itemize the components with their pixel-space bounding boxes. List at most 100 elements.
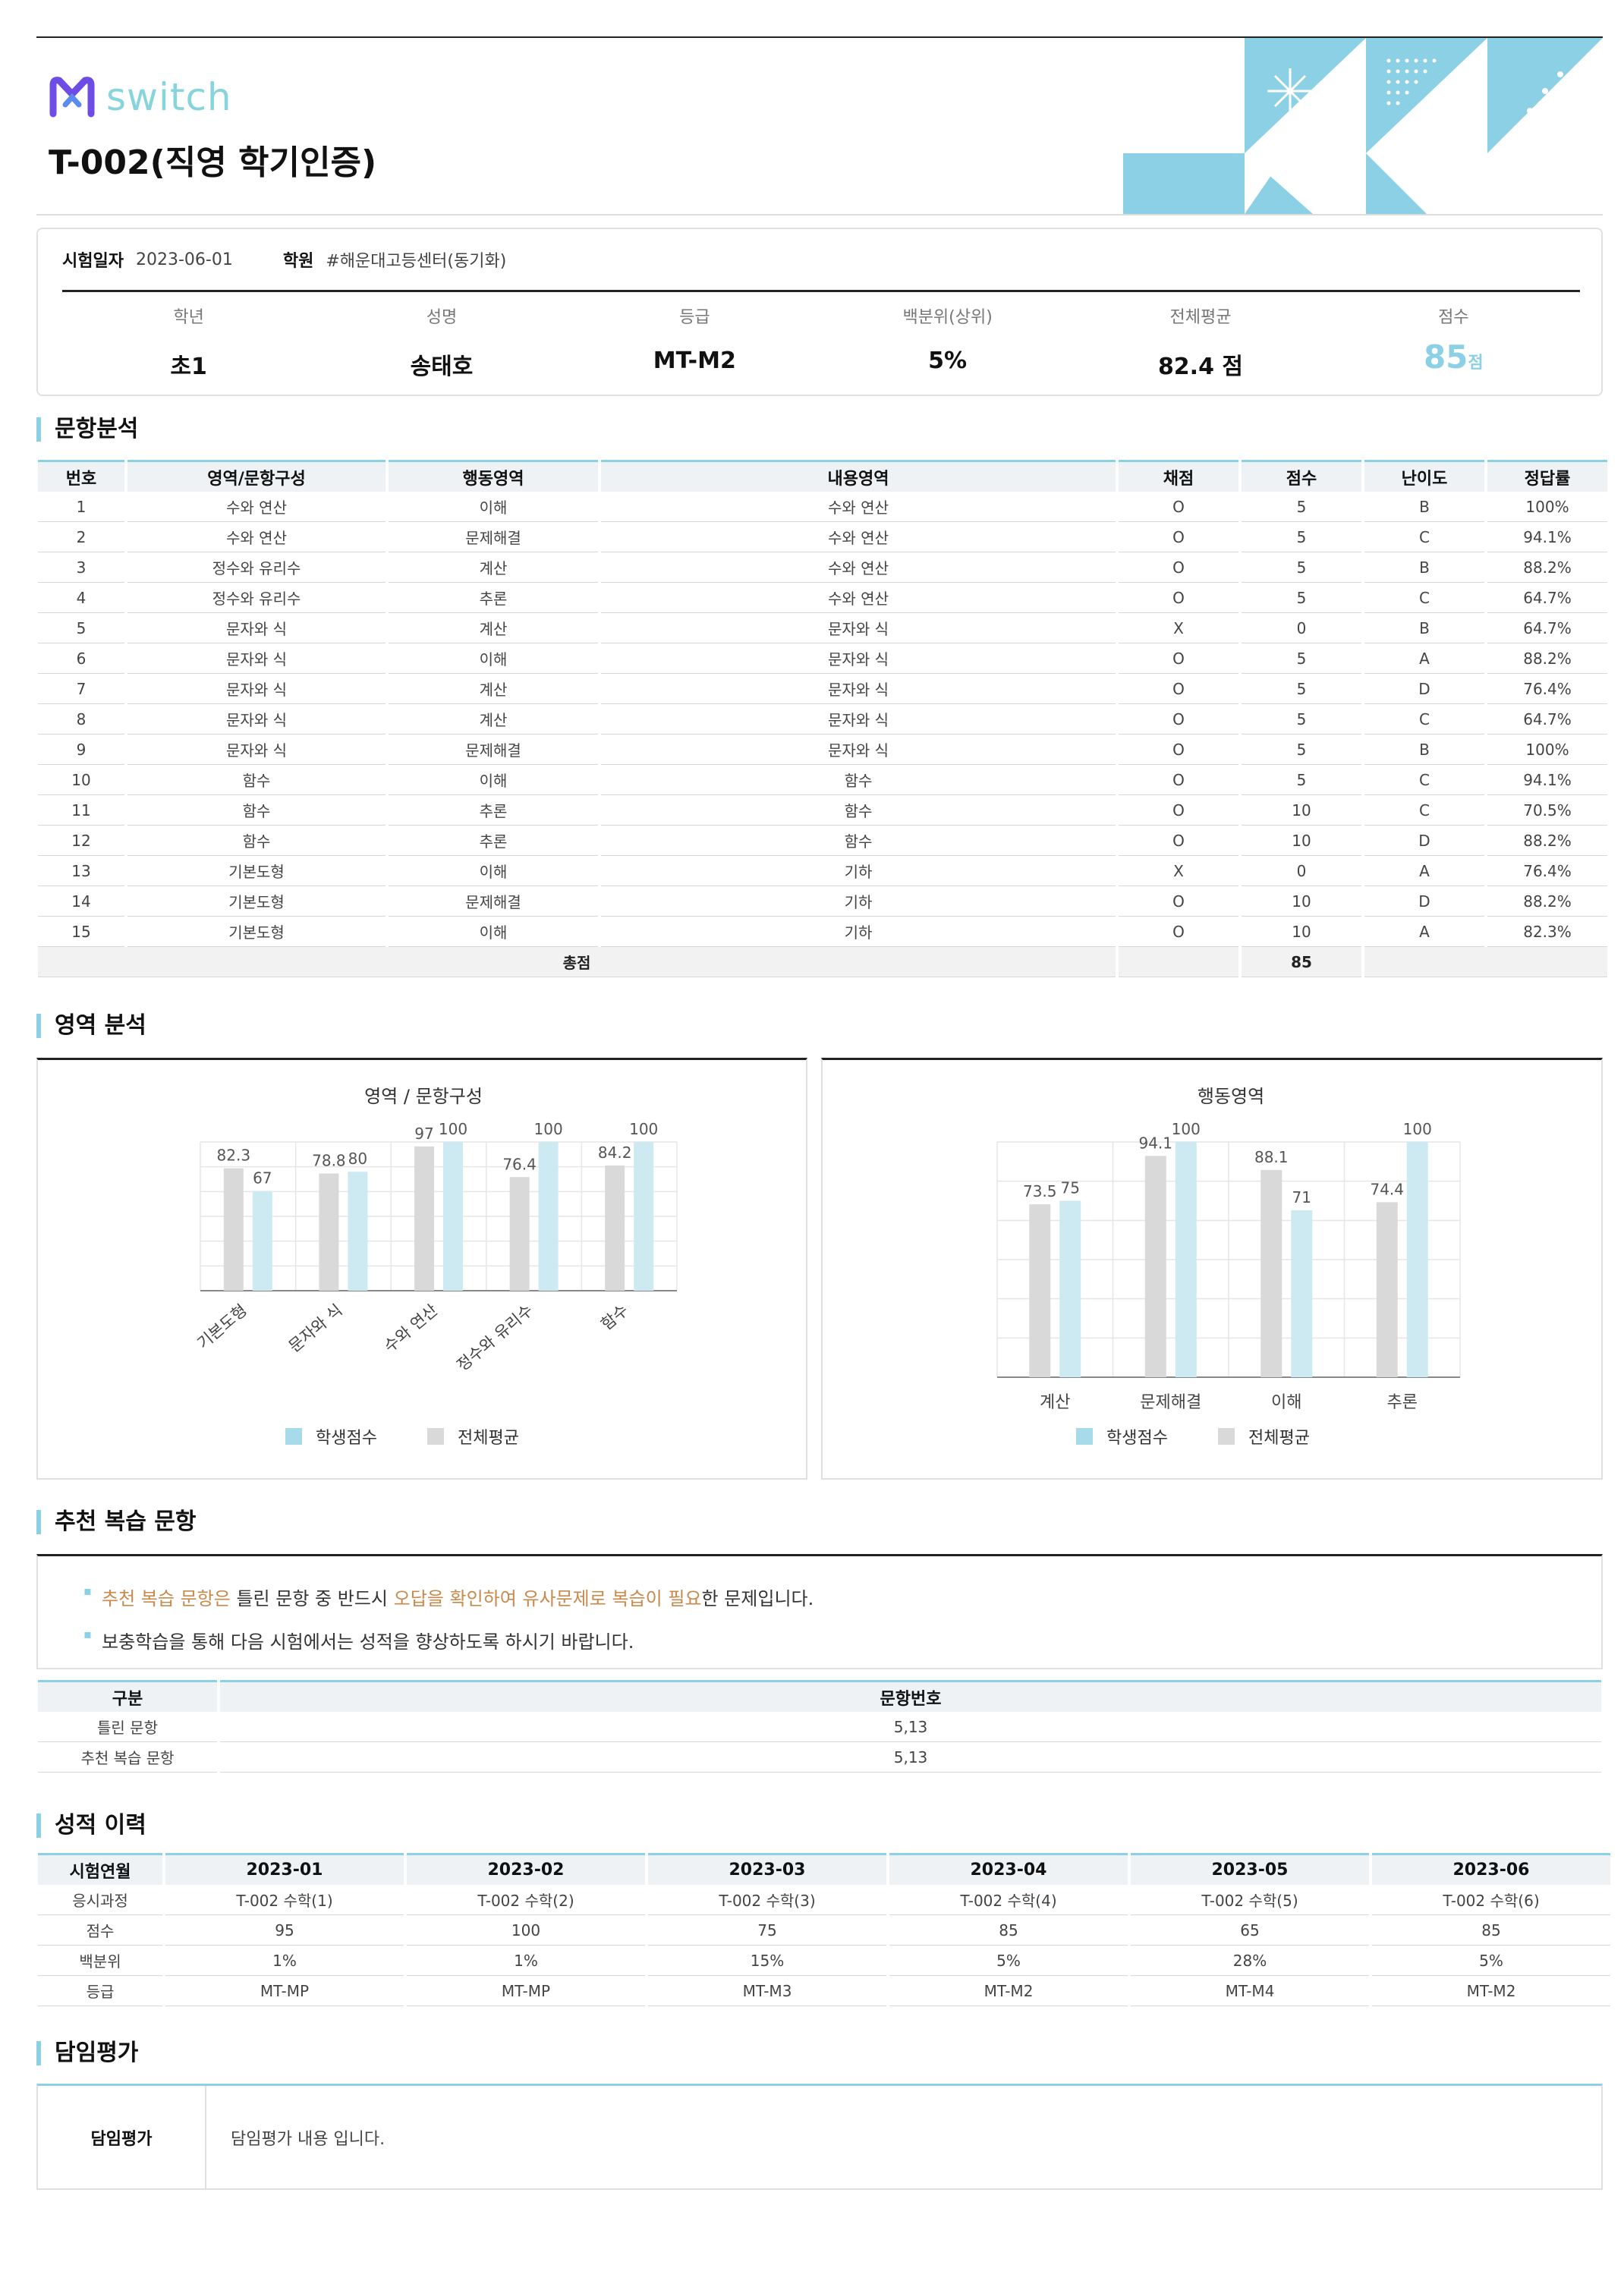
table-cell: O — [1119, 552, 1238, 583]
area-bar-chart: 영역 / 문항구성 82.367 기본도형 78.8 80 문자와 식 97 100 수와 연산… — [194, 1086, 678, 1375]
summary-label: 전체평균 — [1169, 308, 1232, 327]
col-header: 내용영역 — [601, 460, 1116, 492]
bar-value-label: 80 — [348, 1150, 367, 1168]
table-cell: 5 — [1242, 552, 1361, 583]
table-row: 틀린 문항 5,13 — [38, 1712, 1601, 1742]
table-cell: 수와 연산 — [601, 552, 1116, 583]
table-cell: 문제해결 — [389, 522, 598, 552]
table-cell: 응시과정 — [38, 1885, 162, 1915]
bar-value-label: 100 — [1403, 1120, 1432, 1138]
table-cell: O — [1119, 704, 1238, 735]
table-cell: 64.7% — [1487, 583, 1607, 613]
table-cell: T-002 수학(1) — [165, 1885, 404, 1915]
col-header: 구분 — [38, 1680, 217, 1712]
table-cell: 10 — [1242, 826, 1361, 856]
summary-value: 5% — [928, 348, 968, 374]
summary-average: 전체평균 82.4 점 — [1074, 304, 1327, 381]
legend-average: 전체평균 — [426, 1424, 519, 1449]
bar-value-label: 82.3 — [217, 1147, 251, 1165]
bar-value-label: 78.8 — [312, 1152, 346, 1170]
col-header: 2023-05 — [1131, 1853, 1369, 1885]
x-tick-label: 문제해결 — [1140, 1393, 1201, 1412]
table-cell: 기하 — [601, 856, 1116, 886]
info-divider — [62, 290, 1580, 292]
bar-value-label: 73.5 — [1023, 1182, 1057, 1200]
exam-date-value: 2023-06-01 — [135, 250, 233, 269]
col-header: 2023-02 — [407, 1853, 645, 1885]
bar — [1175, 1142, 1197, 1377]
table-cell: D — [1364, 674, 1484, 704]
table-cell: 5 — [1242, 765, 1361, 795]
col-header: 난이도 — [1364, 460, 1484, 492]
table-row: 등급 MT-MP MT-MP MT-M3 MT-M2 MT-M4 MT-M2 — [38, 1976, 1610, 2006]
legend-swatch-student — [1076, 1428, 1093, 1445]
table-cell: 계산 — [389, 674, 598, 704]
summary-label: 점수 — [1438, 308, 1469, 327]
table-cell: C — [1364, 795, 1484, 826]
total-label: 총점 — [38, 947, 1116, 977]
table-row: 12 함수 추론 함수 O 10 D 88.2% — [38, 826, 1607, 856]
switch-logo-icon — [49, 77, 95, 118]
bar-value-label: 100 — [629, 1120, 658, 1138]
col-header: 행동영역 — [389, 460, 598, 492]
legend-student: 학생점수 — [1076, 1424, 1168, 1449]
table-cell: 함수 — [127, 795, 386, 826]
table-cell: C — [1364, 704, 1484, 735]
table-row: 점수 95 100 75 85 65 85 — [38, 1915, 1610, 1946]
bar — [223, 1168, 244, 1291]
table-cell: 계산 — [389, 552, 598, 583]
table-cell: 5 — [38, 613, 124, 643]
table-cell: 13 — [38, 856, 124, 886]
table-cell: 문자와 식 — [127, 674, 386, 704]
summary-percentile: 백분위(상위) 5% — [821, 304, 1074, 381]
bar-value-label: 100 — [439, 1120, 467, 1138]
summary-label: 성명 — [426, 308, 458, 327]
bar-value-label: 84.2 — [598, 1144, 632, 1162]
teacher-comment-label: 담임평가 — [38, 2086, 206, 2188]
summary-value: 82.4 점 — [1157, 354, 1244, 380]
table-cell: 2 — [38, 522, 124, 552]
table-cell: 6 — [38, 643, 124, 674]
table-row: 14 기본도형 문제해결 기하 O 10 D 88.2% — [38, 886, 1607, 917]
table-cell: 정수와 유리수 — [127, 552, 386, 583]
bar-value-label: 100 — [1172, 1120, 1201, 1138]
table-cell: 88.2% — [1487, 552, 1607, 583]
table-cell: 함수 — [127, 826, 386, 856]
table-row: 백분위 1% 1% 15% 5% 28% 5% — [38, 1946, 1610, 1976]
summary-score: 점수 85점 — [1327, 304, 1580, 381]
table-cell: 7 — [38, 674, 124, 704]
table-cell: 문자와 식 — [601, 613, 1116, 643]
table-cell: 75 — [648, 1915, 886, 1946]
table-row: 응시과정 T-002 수학(1) T-002 수학(2) T-002 수학(3) T-0… — [38, 1885, 1610, 1915]
table-cell: 이해 — [389, 643, 598, 674]
table-cell: 65 — [1131, 1915, 1369, 1946]
table-cell: 10 — [1242, 795, 1361, 826]
table-cell: 5% — [889, 1946, 1128, 1976]
bar — [348, 1172, 368, 1291]
table-cell: 88.2% — [1487, 886, 1607, 917]
score-history-table: 시험연월 2023-01 2023-02 2023-03 2023-04 2023-05 2… — [35, 1853, 1613, 2006]
table-cell: 문자와 식 — [127, 704, 386, 735]
x-tick-label: 수와 연산 — [380, 1301, 441, 1355]
bar — [538, 1142, 559, 1291]
x-tick-label: 이해 — [1271, 1393, 1301, 1412]
bar — [1406, 1142, 1428, 1377]
bar-value-label: 88.1 — [1254, 1148, 1289, 1166]
table-cell: 등급 — [38, 1976, 162, 2006]
summary-level: 등급 MT-M2 — [568, 304, 821, 381]
section-title-item-analysis: 문항분석 — [36, 416, 138, 443]
chart-legend: 학생점수 전체평균 — [1076, 1424, 1360, 1449]
logo-text: switch — [106, 75, 232, 119]
result-summary: 학년 초1 성명 송태호 등급 MT-M2 백분위(상위) 5% 전체평균 82… — [62, 304, 1580, 381]
table-cell: X — [1119, 613, 1238, 643]
table-cell: 1% — [407, 1946, 645, 1976]
section-title-teacher: 담임평가 — [36, 2040, 138, 2067]
table-cell: 문자와 식 — [127, 643, 386, 674]
bar-value-label: 75 — [1061, 1179, 1080, 1197]
table-cell: 기하 — [601, 917, 1116, 947]
table-cell: 3 — [38, 552, 124, 583]
table-cell: 64.7% — [1487, 704, 1607, 735]
table-row: 4 정수와 유리수 추론 수와 연산 O 5 C 64.7% — [38, 583, 1607, 613]
table-cell: 점수 — [38, 1915, 162, 1946]
table-cell: D — [1364, 886, 1484, 917]
